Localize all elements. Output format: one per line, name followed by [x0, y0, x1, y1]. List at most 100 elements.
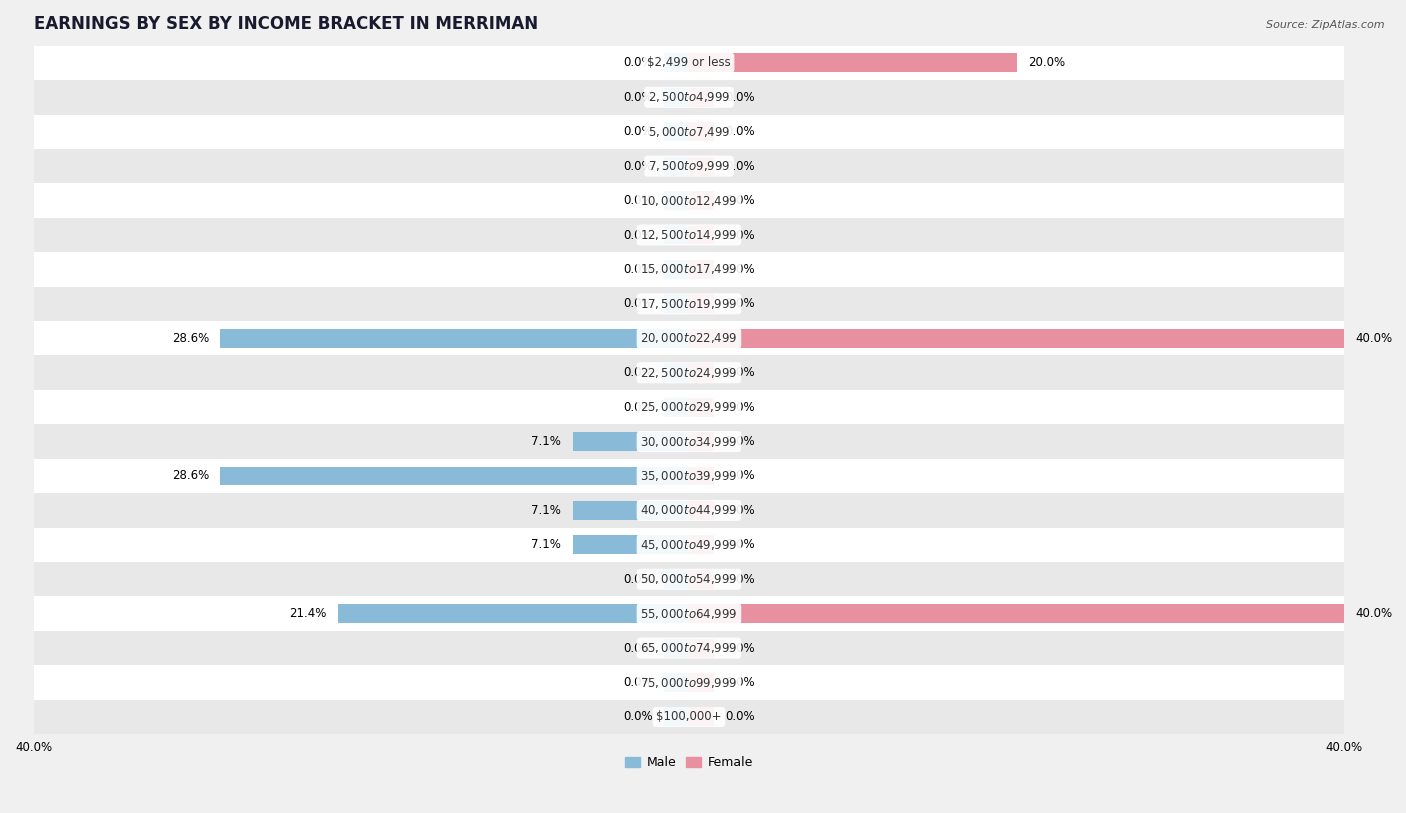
Text: 0.0%: 0.0% [725, 401, 755, 414]
Bar [665, 363, 689, 382]
Text: 0.0%: 0.0% [725, 91, 755, 104]
Text: 0.0%: 0.0% [623, 401, 652, 414]
Text: $65,000 to $74,999: $65,000 to $74,999 [640, 641, 738, 655]
Bar [34, 252, 1344, 287]
Bar [339, 604, 689, 623]
Bar [665, 122, 689, 141]
Text: $55,000 to $64,999: $55,000 to $64,999 [640, 606, 738, 620]
Bar [665, 398, 689, 416]
Text: $12,500 to $14,999: $12,500 to $14,999 [640, 228, 738, 242]
Text: 0.0%: 0.0% [623, 676, 652, 689]
Text: 0.0%: 0.0% [725, 298, 755, 311]
Bar [34, 321, 1344, 355]
Bar [665, 88, 689, 107]
Text: $17,500 to $19,999: $17,500 to $19,999 [640, 297, 738, 311]
Text: 40.0%: 40.0% [1355, 607, 1393, 620]
Bar [689, 88, 713, 107]
Text: $40,000 to $44,999: $40,000 to $44,999 [640, 503, 738, 517]
Text: EARNINGS BY SEX BY INCOME BRACKET IN MERRIMAN: EARNINGS BY SEX BY INCOME BRACKET IN MER… [34, 15, 537, 33]
Text: 28.6%: 28.6% [172, 332, 209, 345]
Bar [665, 707, 689, 727]
Bar [34, 46, 1344, 80]
Bar [689, 157, 713, 176]
Bar [665, 54, 689, 72]
Text: $5,000 to $7,499: $5,000 to $7,499 [648, 124, 730, 139]
Bar [689, 398, 713, 416]
Text: 0.0%: 0.0% [725, 125, 755, 138]
Text: 28.6%: 28.6% [172, 469, 209, 482]
Text: 0.0%: 0.0% [725, 641, 755, 654]
Bar [689, 432, 713, 451]
Text: 7.1%: 7.1% [531, 435, 561, 448]
Bar [665, 260, 689, 279]
Text: 0.0%: 0.0% [623, 125, 652, 138]
Bar [689, 363, 713, 382]
Text: 0.0%: 0.0% [623, 91, 652, 104]
Bar [34, 493, 1344, 528]
Bar [34, 424, 1344, 459]
Bar [689, 191, 713, 210]
Bar [34, 700, 1344, 734]
Bar [34, 115, 1344, 149]
Text: $2,500 to $4,999: $2,500 to $4,999 [648, 90, 730, 104]
Text: $75,000 to $99,999: $75,000 to $99,999 [640, 676, 738, 689]
Text: 0.0%: 0.0% [725, 711, 755, 724]
Bar [689, 501, 713, 520]
Text: Source: ZipAtlas.com: Source: ZipAtlas.com [1267, 20, 1385, 30]
Text: 20.0%: 20.0% [1028, 56, 1066, 69]
Text: 0.0%: 0.0% [725, 538, 755, 551]
Bar [665, 157, 689, 176]
Text: $20,000 to $22,499: $20,000 to $22,499 [640, 331, 738, 346]
Bar [689, 707, 713, 727]
Text: $22,500 to $24,999: $22,500 to $24,999 [640, 366, 738, 380]
Bar [34, 287, 1344, 321]
Text: 40.0%: 40.0% [1355, 332, 1393, 345]
Bar [572, 432, 689, 451]
Bar [34, 355, 1344, 390]
Bar [665, 673, 689, 692]
Text: 0.0%: 0.0% [725, 504, 755, 517]
Text: 7.1%: 7.1% [531, 504, 561, 517]
Bar [34, 665, 1344, 700]
Text: 0.0%: 0.0% [623, 366, 652, 379]
Bar [34, 528, 1344, 562]
Text: 0.0%: 0.0% [725, 228, 755, 241]
Text: 0.0%: 0.0% [725, 435, 755, 448]
Bar [34, 459, 1344, 493]
Text: 0.0%: 0.0% [725, 263, 755, 276]
Text: 0.0%: 0.0% [623, 56, 652, 69]
Text: $10,000 to $12,499: $10,000 to $12,499 [640, 193, 738, 207]
Text: 0.0%: 0.0% [725, 469, 755, 482]
Text: 0.0%: 0.0% [725, 572, 755, 585]
Text: 0.0%: 0.0% [725, 194, 755, 207]
Bar [689, 639, 713, 658]
Text: 0.0%: 0.0% [623, 194, 652, 207]
Bar [221, 328, 689, 348]
Text: $25,000 to $29,999: $25,000 to $29,999 [640, 400, 738, 414]
Bar [689, 225, 713, 245]
Text: $50,000 to $54,999: $50,000 to $54,999 [640, 572, 738, 586]
Text: 0.0%: 0.0% [623, 572, 652, 585]
Bar [665, 639, 689, 658]
Text: 0.0%: 0.0% [623, 263, 652, 276]
Text: 0.0%: 0.0% [725, 366, 755, 379]
Bar [689, 570, 713, 589]
Bar [34, 562, 1344, 597]
Text: 7.1%: 7.1% [531, 538, 561, 551]
Text: $45,000 to $49,999: $45,000 to $49,999 [640, 538, 738, 552]
Bar [689, 536, 713, 554]
Text: 0.0%: 0.0% [623, 228, 652, 241]
Text: 0.0%: 0.0% [725, 676, 755, 689]
Bar [689, 54, 1017, 72]
Legend: Male, Female: Male, Female [626, 756, 752, 769]
Bar [34, 80, 1344, 115]
Bar [34, 149, 1344, 184]
Bar [34, 390, 1344, 424]
Bar [34, 631, 1344, 665]
Text: 0.0%: 0.0% [623, 298, 652, 311]
Bar [572, 536, 689, 554]
Text: 0.0%: 0.0% [623, 159, 652, 172]
Text: 0.0%: 0.0% [623, 711, 652, 724]
Bar [665, 191, 689, 210]
Text: $100,000+: $100,000+ [657, 711, 721, 724]
